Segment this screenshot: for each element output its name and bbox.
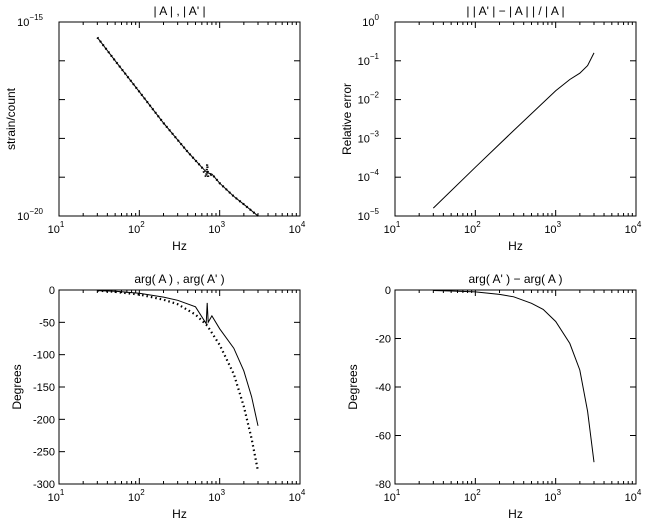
plot-frame: [394, 21, 637, 217]
x-axis-label: Hz: [172, 507, 187, 521]
x-axis-label: Hz: [172, 239, 187, 253]
x-tick-label: 104: [625, 220, 642, 236]
x-tick-label: 101: [384, 220, 401, 236]
chart-title: arg( A ) , arg( A' ): [134, 272, 224, 286]
y-axis-label: strain/count: [4, 87, 18, 150]
y-axis-label: Relative error: [340, 83, 354, 155]
x-tick-label: 101: [48, 220, 65, 236]
x-tick-label: 102: [128, 488, 145, 504]
y-tick-label: -150: [33, 382, 55, 394]
x-axis-label: Hz: [508, 507, 523, 521]
series-line-1: [433, 290, 595, 463]
x-tick-label: 101: [48, 488, 65, 504]
x-tick-label: 101: [384, 488, 401, 504]
chart-panel-2: 101 102 103 104 100 10−1 10−2 10−3 10−4 10−5 | | A…: [340, 4, 642, 253]
series-line-1: [97, 290, 259, 426]
x-tick-label: 103: [208, 488, 225, 504]
plot-frame: [58, 21, 301, 217]
y-tick-label: -60: [375, 431, 391, 443]
series-line-1: [432, 52, 595, 209]
y-tick-label: 10−1: [358, 52, 380, 68]
x-tick-label: 103: [544, 488, 561, 504]
y-tick-label: 100: [362, 13, 379, 29]
x-tick-label: 103: [208, 220, 225, 236]
y-tick-label: 10−3: [358, 129, 380, 145]
y-tick-label: 0: [385, 285, 391, 297]
y-tick-label: -50: [39, 317, 55, 329]
x-tick-label: 104: [289, 488, 306, 504]
plot-frame: [394, 289, 637, 485]
y-tick-label: -20: [375, 334, 391, 346]
x-axis-label: Hz: [508, 239, 523, 253]
y-tick-label: 0: [49, 285, 55, 297]
y-tick-label: 10−2: [358, 91, 380, 107]
x-tick-label: 102: [464, 220, 481, 236]
chart-title: | A | , | A' |: [153, 4, 205, 18]
plot-frame: [58, 289, 301, 485]
chart-panel-3: 101 102 103 104 0 -50 -100 -150 -200 -250 -300 arg(…: [10, 272, 306, 521]
x-tick-label: 104: [289, 220, 306, 236]
y-axis-label: Degrees: [10, 364, 24, 409]
x-tick-label: 103: [544, 220, 561, 236]
x-tick-label: 104: [625, 488, 642, 504]
y-tick-label: -80: [375, 479, 391, 491]
chart-title: arg( A' ) − arg( A ): [469, 272, 563, 286]
x-tick-label: 102: [128, 220, 145, 236]
chart-title: | | A' | − | A | | / | A |: [466, 4, 564, 18]
y-tick-label: -100: [33, 350, 55, 362]
chart-panel-4: 101 102 103 104 0 -20 -40 -60 -80 arg( A' ) − arg…: [346, 272, 642, 521]
x-tick-label: 102: [464, 488, 481, 504]
y-tick-label: 10−4: [358, 168, 380, 184]
y-tick-label: -40: [375, 382, 391, 394]
chart-panel-1: 101 102 103 104 10−15 10−20 | A | , | A' | Hz st…: [4, 4, 306, 253]
y-tick-label: 10−5: [358, 207, 380, 223]
y-tick-label: -250: [33, 447, 55, 459]
y-tick-label: 10−20: [17, 207, 43, 223]
y-tick-label: -300: [33, 479, 55, 491]
y-tick-label: -200: [33, 414, 55, 426]
y-axis-label: Degrees: [346, 364, 360, 409]
y-tick-label: 10−15: [17, 13, 43, 29]
